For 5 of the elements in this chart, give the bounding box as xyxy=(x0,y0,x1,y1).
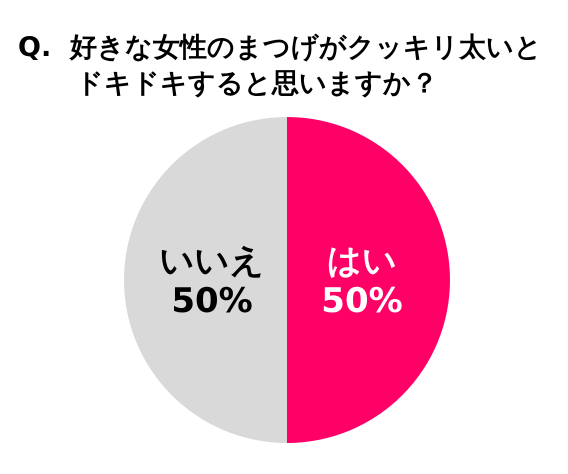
slice-label: はい xyxy=(326,241,397,281)
data-label: 50% xyxy=(171,281,253,321)
slice-label: いいえ xyxy=(160,241,265,281)
data-label: 50% xyxy=(321,281,403,321)
title: Q. 好きな女性のまつげがクッキリ太いとドキドキすると思いますか？ xyxy=(18,31,544,101)
